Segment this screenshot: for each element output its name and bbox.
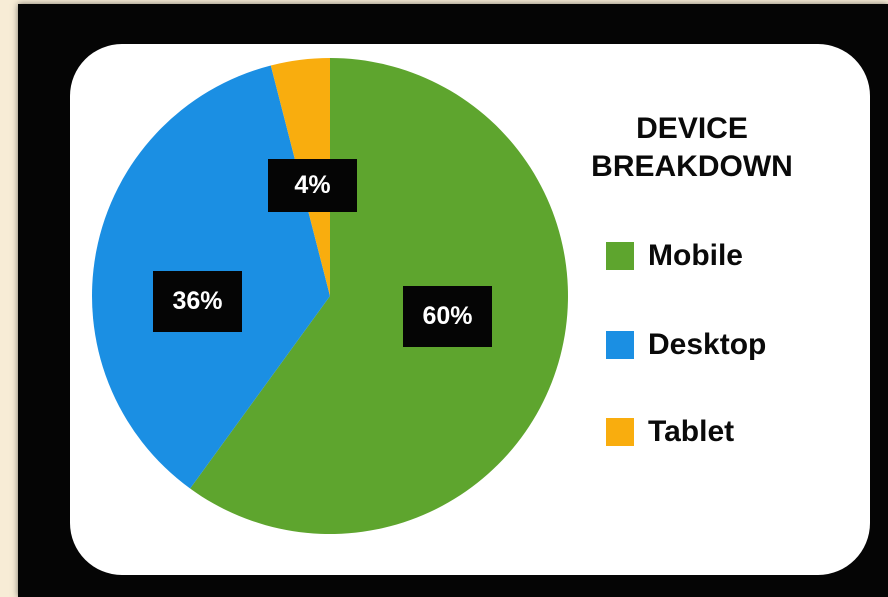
chart-title-line-2: BREAKDOWN bbox=[591, 150, 793, 183]
pie-slice-mobile bbox=[190, 58, 568, 534]
legend-swatch-mobile bbox=[606, 242, 634, 270]
legend-label-mobile: Mobile bbox=[648, 239, 743, 272]
legend-item-tablet: Tablet bbox=[606, 412, 734, 452]
legend-swatch-desktop bbox=[606, 331, 634, 359]
chart-title-line-1: DEVICE bbox=[636, 112, 748, 145]
slice-label-mobile: 60% bbox=[403, 286, 492, 347]
legend-label-tablet: Tablet bbox=[648, 415, 735, 448]
slice-label-tablet: 4% bbox=[268, 159, 357, 212]
slice-label-desktop: 36% bbox=[153, 271, 242, 332]
legend-label-desktop: Desktop bbox=[648, 328, 767, 361]
chart-title: DEVICE BREAKDOWN bbox=[572, 110, 812, 186]
legend-swatch-tablet bbox=[606, 418, 634, 446]
legend-item-desktop: Desktop bbox=[606, 325, 766, 365]
legend-item-mobile: Mobile bbox=[606, 236, 743, 276]
